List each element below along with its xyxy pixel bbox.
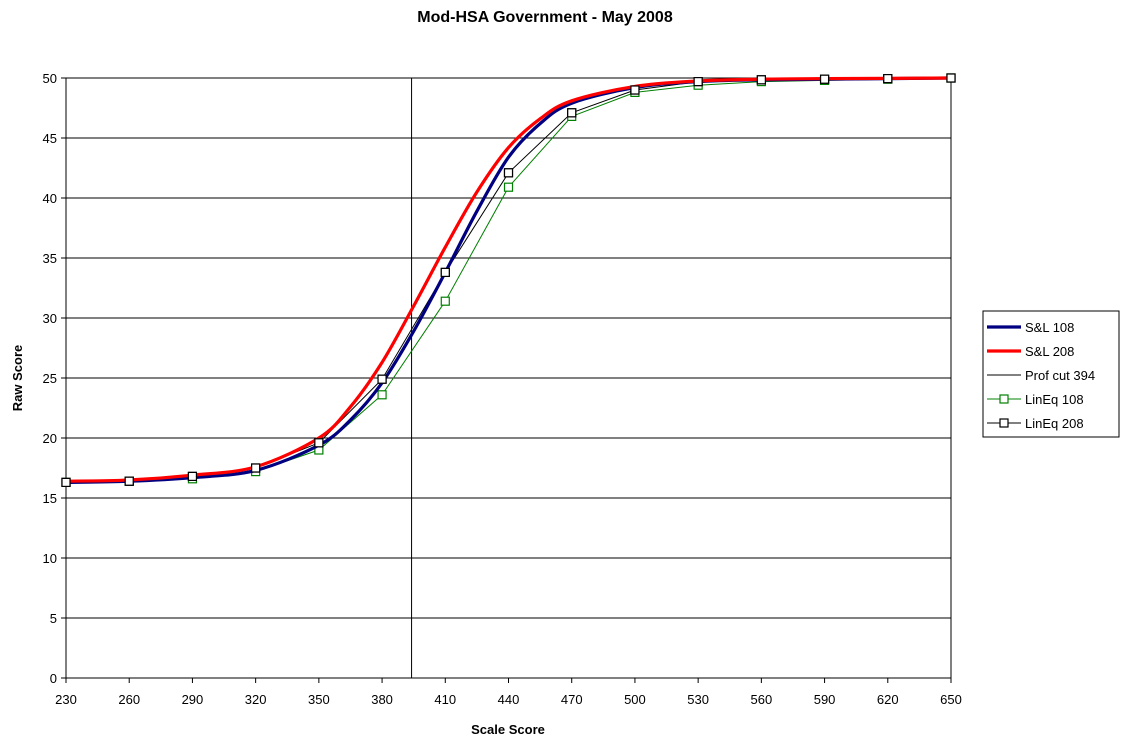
series-line-sandl-108: [65, 76, 952, 484]
series-layer: [61, 73, 956, 487]
x-tick-label: 290: [182, 692, 204, 707]
y-tick-label: 5: [50, 611, 57, 626]
x-tick-label: 560: [751, 692, 773, 707]
data-point-lineq-208: [124, 476, 134, 486]
chart-title: Mod-HSA Government - May 2008: [417, 9, 673, 26]
legend-item-sandl-208: S&L 208: [987, 344, 1074, 359]
y-tick-label: 25: [43, 371, 57, 386]
data-point-lineq-208: [756, 75, 766, 85]
data-point-lineq-208: [693, 76, 703, 87]
legend: S&L 108 S&L 208 Prof cut 394 LinEq 108 LinEq…: [982, 310, 1120, 438]
series-sandl-108: [65, 76, 952, 484]
legend-item-sandl-108: S&L 108: [987, 320, 1074, 335]
series-line-lineq-108: [65, 77, 952, 483]
data-point-lineq-208: [377, 374, 387, 384]
legend-item-lineq-208: LinEq 208: [987, 416, 1084, 431]
y-tick-label: 35: [43, 251, 57, 266]
series-lineq-208-markers-top: [61, 73, 956, 487]
data-point-lineq-208: [946, 73, 956, 83]
data-point-lineq-208: [883, 73, 893, 84]
x-tick-label: 380: [371, 692, 393, 707]
y-tick-label: 50: [43, 71, 57, 86]
x-tick-labels: 230 260 290 320 350 380 410 440 470 500 530 560 590 6…: [55, 678, 962, 707]
x-axis-label: Scale Score: [471, 722, 545, 737]
legend-item-prof-cut-394: Prof cut 394: [987, 368, 1095, 383]
y-tick-label: 20: [43, 431, 57, 446]
legend-item-lineq-108: LinEq 108: [987, 392, 1084, 407]
x-tick-label: 620: [877, 692, 899, 707]
data-point-lineq-108: [377, 390, 387, 400]
series-lineq-108: [61, 73, 956, 487]
x-tick-label: 590: [814, 692, 836, 707]
y-tick-label: 0: [50, 671, 57, 686]
legend-label-sandl-208: S&L 208: [1025, 344, 1074, 359]
series-line-lineq-208: [65, 77, 952, 483]
data-point-lineq-208: [61, 477, 71, 487]
data-point-lineq-208: [819, 74, 830, 84]
x-tick-label: 320: [245, 692, 267, 707]
x-tick-label: 350: [308, 692, 330, 707]
y-tick-label: 40: [43, 191, 57, 206]
series-lineq-208: [61, 73, 956, 487]
data-point-lineq-208: [187, 471, 198, 481]
x-tick-label: 470: [561, 692, 583, 707]
y-tick-label: 15: [43, 491, 57, 506]
legend-label-sandl-108: S&L 108: [1025, 320, 1074, 335]
x-tick-label: 500: [624, 692, 646, 707]
legend-box: [982, 310, 1120, 438]
x-tick-label: 260: [118, 692, 140, 707]
y-tick-label: 10: [43, 551, 57, 566]
data-point-lineq-208: [440, 267, 450, 277]
y-tick-labels: 0 5 10 15 20 25 30 35 40 45 50: [43, 71, 57, 686]
x-tick-label: 530: [687, 692, 709, 707]
data-point-lineq-208: [503, 168, 514, 178]
legend-marker-lineq-208: [999, 418, 1009, 428]
legend-label-lineq-108: LinEq 108: [1025, 392, 1084, 407]
legend-label-lineq-208: LinEq 208: [1025, 416, 1084, 431]
x-tick-label: 440: [498, 692, 520, 707]
legend-label-prof-cut-394: Prof cut 394: [1025, 368, 1095, 383]
data-point-lineq-108: [440, 296, 450, 306]
grid-layer: [61, 77, 951, 679]
data-point-lineq-208: [251, 463, 261, 473]
y-axis-label: Raw Score: [10, 345, 25, 411]
data-point-lineq-208: [567, 108, 577, 118]
y-tick-label: 30: [43, 311, 57, 326]
data-point-lineq-108: [503, 182, 514, 192]
data-point-lineq-208: [630, 85, 640, 95]
x-tick-label: 410: [434, 692, 456, 707]
x-tick-label: 230: [55, 692, 77, 707]
data-point-lineq-208: [314, 438, 324, 448]
x-tick-label: 650: [940, 692, 962, 707]
y-tick-label: 45: [43, 131, 57, 146]
legend-marker-lineq-108: [999, 394, 1009, 404]
